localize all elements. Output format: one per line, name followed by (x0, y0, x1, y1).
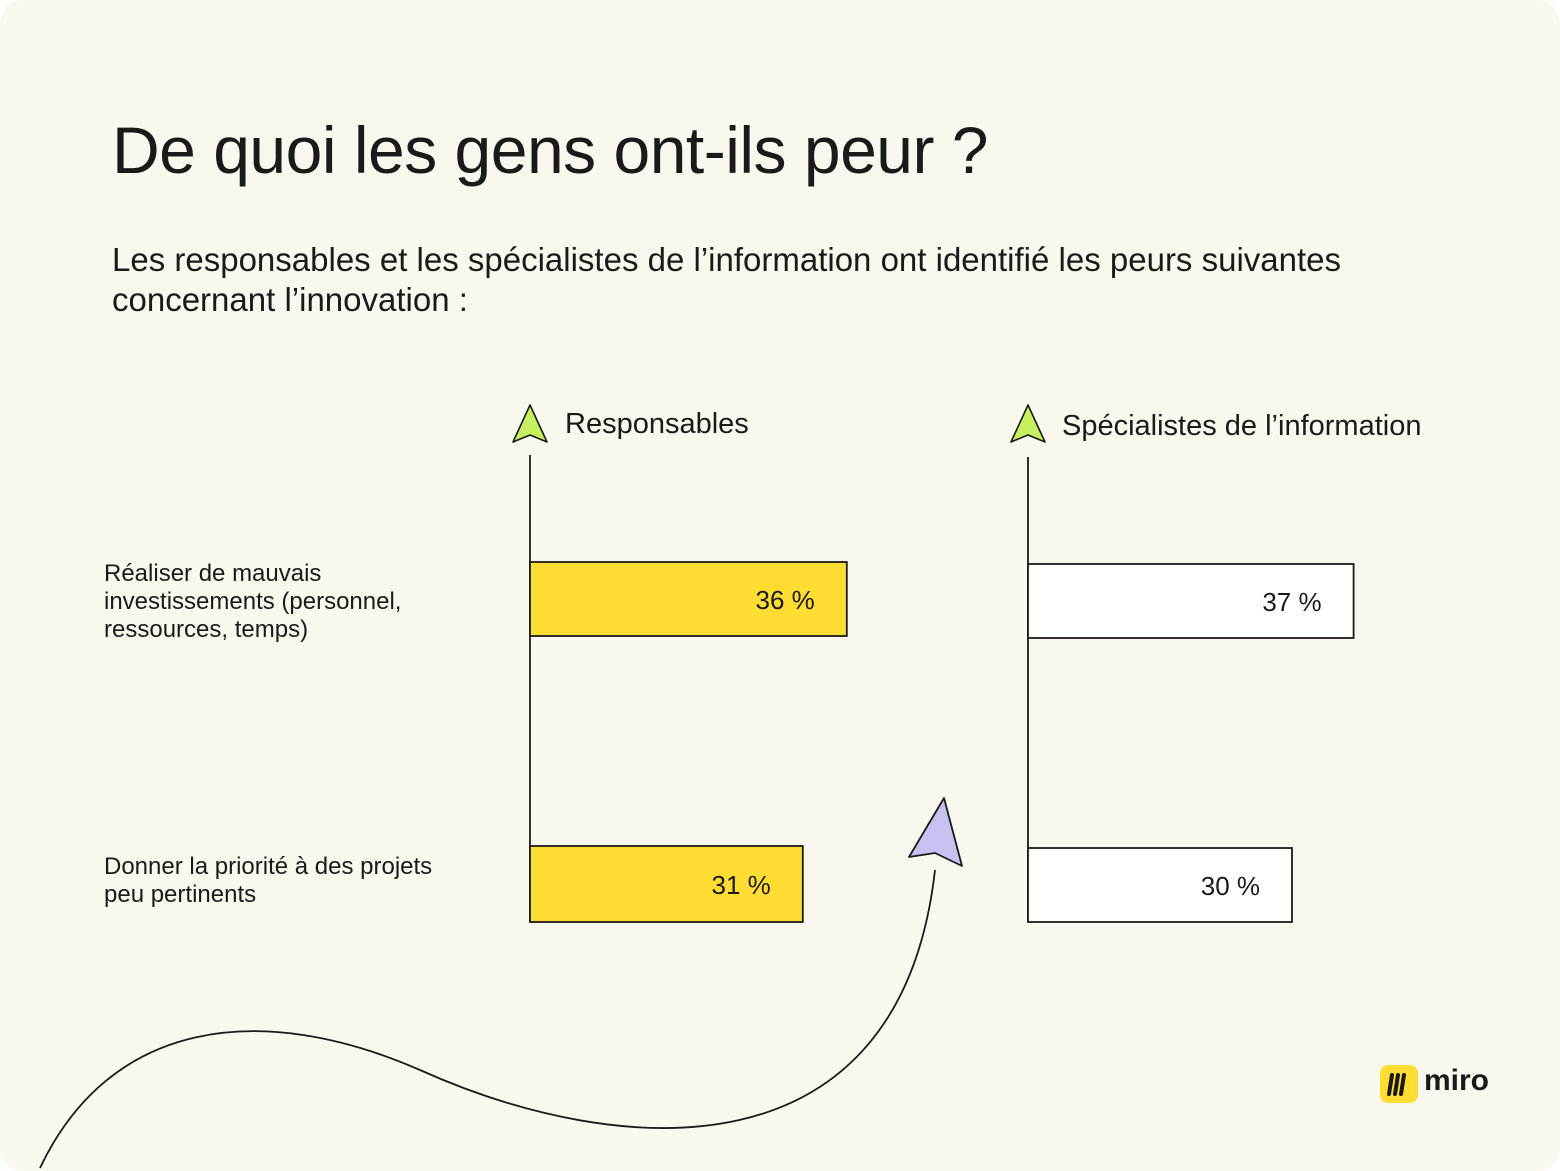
category-label-1-line-1: Réaliser de mauvais (104, 560, 322, 587)
miro-logo-text: miro (1424, 1064, 1490, 1097)
category-label-2-line-2: peu pertinents (104, 881, 257, 908)
axis-arrow-icon-responsables (512, 404, 548, 443)
axis-arrow-icon-specialistes (1010, 404, 1046, 443)
bar-responsables-1 (529, 561, 848, 637)
bar-label-specialistes-1: 37 % (1262, 587, 1321, 617)
bar-label-responsables-1: 36 % (756, 585, 815, 615)
miro-logo-icon (1380, 1065, 1418, 1103)
category-label-1: Réaliser de mauvais investissements (per… (104, 560, 401, 644)
category-label-2-line-1: Donner la priorité à des projets (104, 853, 433, 880)
category-label-2: Donner la priorité à des projets peu per… (104, 853, 432, 909)
bar-label-specialistes-2: 30 % (1201, 871, 1260, 901)
page-subtitle: Les responsables et les spécialistes de … (112, 241, 1342, 318)
series-title-specialistes: Spécialistes de l’information (1062, 410, 1422, 442)
paper-plane-icon (908, 797, 963, 867)
series-title-responsables: Responsables (565, 408, 749, 440)
bar-label-responsables-2: 31 % (712, 870, 771, 900)
bar-responsables-2 (529, 845, 804, 923)
page-title: De quoi les gens ont-ils peur ? (112, 113, 989, 187)
flight-path-line (39, 869, 936, 1169)
category-label-1-line-3: ressources, temps) (104, 616, 309, 643)
category-label-1-line-2: investissements (personnel, (104, 588, 402, 615)
bar-specialistes-1 (1027, 563, 1355, 639)
bar-specialistes-2 (1027, 847, 1293, 923)
